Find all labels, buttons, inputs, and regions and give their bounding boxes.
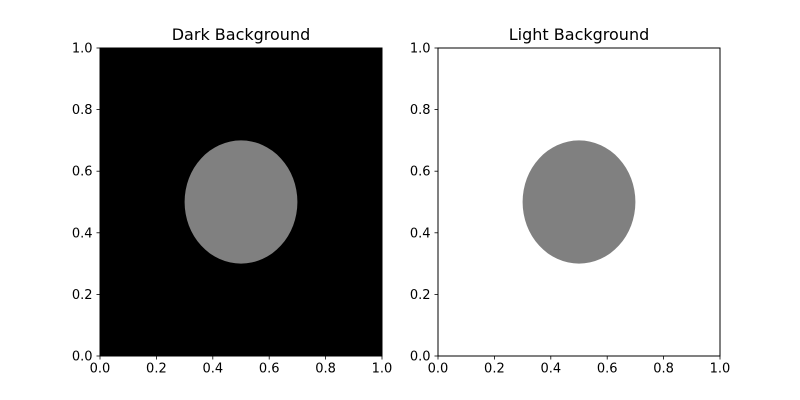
x-tick-label-light: 0.4 (540, 362, 561, 377)
chart-title-dark: Dark Background (172, 25, 311, 44)
circle-mark-dark (184, 140, 298, 264)
x-tick-label-dark: 1.0 (372, 362, 393, 377)
x-tick-label-dark: 0.8 (315, 362, 336, 377)
y-tick-label-dark: 0.6 (72, 165, 93, 180)
x-tick-label-dark: 0.4 (202, 362, 223, 377)
y-tick-label-light: 0.6 (410, 165, 431, 180)
x-tick-label-dark: 0.2 (146, 362, 167, 377)
x-tick-label-light: 0.8 (653, 362, 674, 377)
y-tick-label-light: 0.0 (410, 350, 431, 365)
x-tick-label-dark: 0.0 (90, 362, 111, 377)
chart-title-light: Light Background (509, 25, 649, 44)
y-tick-label-light: 0.4 (410, 226, 431, 241)
y-tick-label-dark: 1.0 (72, 42, 93, 57)
circle-mark-light (522, 140, 636, 264)
y-tick-label-light: 1.0 (410, 42, 431, 57)
y-tick-label-dark: 0.2 (72, 288, 93, 303)
chart-panel-light: Light Background 0.0 0.2 0.4 0.6 0.8 1.0 0.0 0.… (410, 25, 731, 377)
y-tick-label-light: 0.8 (410, 103, 431, 118)
y-tick-label-dark: 0.4 (72, 226, 93, 241)
axes-frame-dark (99, 47, 383, 357)
x-tick-label-dark: 0.6 (259, 362, 280, 377)
x-tick-label-light: 0.6 (597, 362, 618, 377)
chart-panel-dark: Dark Background 0.0 0.2 0.4 0.6 0.8 1.0 0.0 0.2… (72, 25, 393, 377)
x-tick-label-light: 0.2 (484, 362, 505, 377)
y-tick-label-dark: 0.8 (72, 103, 93, 118)
x-tick-label-light: 0.0 (428, 362, 449, 377)
y-tick-label-dark: 0.0 (72, 350, 93, 365)
x-tick-label-light: 1.0 (710, 362, 731, 377)
y-tick-label-light: 0.2 (410, 288, 431, 303)
axes-frame-light (437, 47, 721, 357)
